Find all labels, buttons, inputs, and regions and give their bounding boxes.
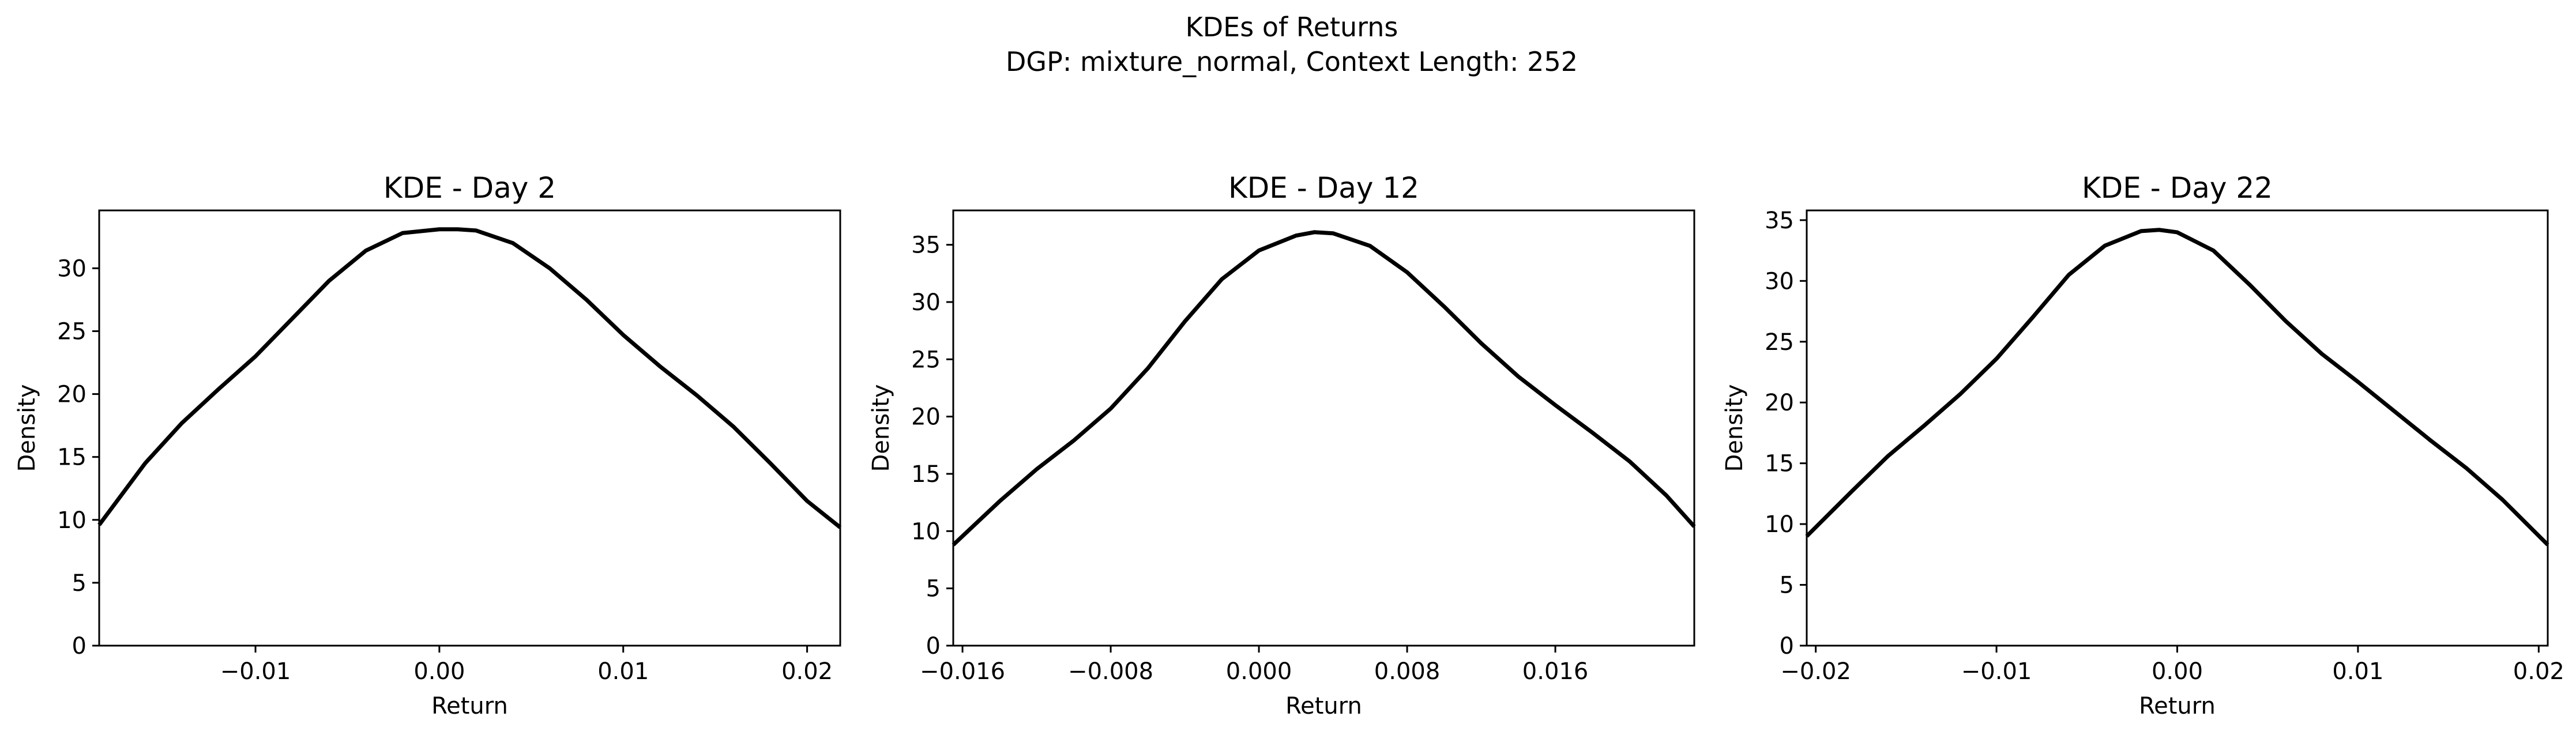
x-axis-label: Return: [1285, 693, 1362, 719]
subplot-title: KDE - Day 12: [1228, 171, 1419, 205]
y-tick-label: 20: [911, 404, 941, 431]
y-tick-label: 5: [72, 570, 87, 597]
y-tick-label: 30: [57, 255, 87, 282]
y-tick-label: 35: [1765, 208, 1794, 234]
subplot-day-12: KDE - Day 12 −0.016 −0.008 0.000 0.008 0.016 0…: [868, 171, 1696, 719]
x-tick-label: 0.00: [2152, 658, 2203, 685]
y-tick-label: 25: [911, 346, 941, 373]
y-tick-label: 30: [911, 289, 941, 316]
subplot-day-2: KDE - Day 2 −0.01 0.00 0.01 0.02 0 5 10 15 20 25 30…: [14, 171, 842, 719]
x-tick-label: 0.01: [597, 658, 649, 685]
y-axis-label: Density: [1721, 384, 1748, 472]
y-tick-label: 25: [1765, 329, 1794, 356]
y-tick-label: 10: [1765, 511, 1794, 538]
y-axis-label: Density: [868, 384, 894, 472]
figure-title-line2: DGP: mixture_normal, Context Length: 252: [1006, 46, 1578, 77]
x-tick-label: 0.01: [2332, 658, 2383, 685]
x-tick-label: −0.01: [220, 658, 291, 685]
subplot-day-22: KDE - Day 22 −0.02 −0.01 0.00 0.01 0.02 0 5 10 15…: [1721, 171, 2564, 719]
y-tick-label: 0: [1780, 633, 1794, 659]
x-tick-label: 0.02: [781, 658, 833, 685]
axes-frame: [98, 209, 841, 647]
y-tick-label: 25: [57, 318, 87, 345]
y-tick-label: 0: [926, 633, 941, 659]
y-tick-label: 10: [911, 518, 941, 545]
x-axis-label: Return: [2139, 693, 2216, 719]
x-tick-label: 0.00: [413, 658, 465, 685]
x-tick-label: 0.02: [2513, 658, 2564, 685]
x-tick-label: 0.008: [1374, 658, 1441, 685]
x-tick-label: −0.008: [1068, 658, 1153, 685]
x-tick-label: −0.02: [1780, 658, 1851, 685]
figure-title-line1: KDEs of Returns: [1186, 12, 1398, 43]
subplot-title: KDE - Day 22: [2082, 171, 2273, 205]
y-tick-label: 5: [926, 576, 941, 602]
x-tick-label: 0.000: [1226, 658, 1292, 685]
y-tick-label: 35: [911, 232, 941, 259]
y-tick-label: 15: [1765, 451, 1794, 477]
x-tick-label: −0.016: [920, 658, 1005, 685]
kde-line: [952, 230, 1696, 546]
y-tick-label: 15: [911, 461, 941, 488]
y-tick-label: 15: [57, 444, 87, 471]
y-tick-label: 0: [72, 633, 87, 659]
y-axis-label: Density: [14, 384, 40, 472]
x-axis-label: Return: [431, 693, 508, 719]
y-tick-label: 20: [57, 382, 87, 408]
x-tick-label: −0.01: [1961, 658, 2032, 685]
y-tick-label: 30: [1765, 268, 1794, 295]
kde-line: [97, 227, 842, 529]
y-tick-label: 20: [1765, 390, 1794, 416]
y-tick-label: 5: [1780, 572, 1794, 599]
x-tick-label: 0.016: [1522, 658, 1589, 685]
subplot-title: KDE - Day 2: [383, 171, 556, 205]
axes-frame: [952, 209, 1695, 647]
kde-line: [1805, 228, 2549, 546]
y-tick-label: 10: [57, 507, 87, 534]
